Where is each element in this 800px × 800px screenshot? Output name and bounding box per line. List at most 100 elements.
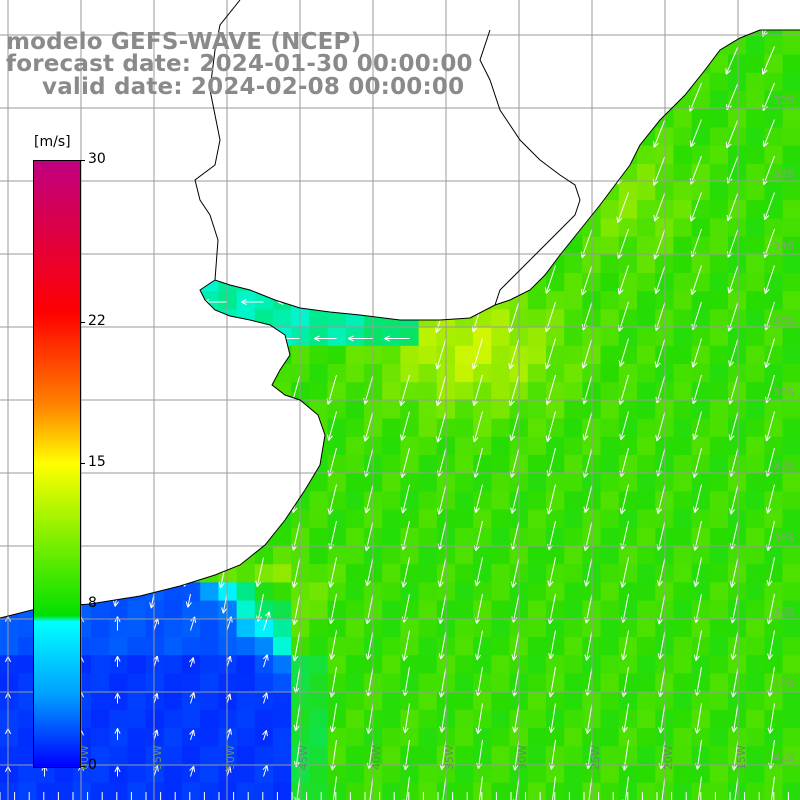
wind-arrow — [131, 335, 154, 342]
longitude-label: 25W — [589, 745, 602, 770]
speed-cell — [91, 0, 110, 19]
speed-cell — [728, 509, 747, 529]
speed-cell — [127, 364, 147, 383]
speed-cell — [546, 109, 565, 128]
speed-cell — [473, 291, 492, 310]
speed-cell — [400, 109, 420, 128]
speed-cell — [382, 182, 401, 201]
speed-cell — [163, 728, 183, 747]
speed-cell — [291, 145, 310, 165]
speed-cell — [18, 673, 37, 693]
speed-cell — [254, 327, 274, 347]
wind-arrow — [291, 557, 301, 588]
speed-cell — [637, 30, 656, 37]
wind-arrow — [350, 189, 373, 196]
wind-arrow — [239, 225, 264, 233]
speed-cell — [618, 546, 638, 565]
speed-cell — [746, 400, 765, 420]
longitude-label: 45W — [297, 745, 310, 770]
latitude-label: 39S — [773, 605, 794, 618]
speed-cell — [764, 200, 784, 219]
speed-cell — [127, 291, 147, 310]
speed-cell — [273, 618, 292, 638]
wind-arrow — [761, 46, 775, 75]
speed-cell — [709, 691, 729, 711]
wind-arrow — [579, 82, 593, 112]
speed-cell — [473, 764, 492, 784]
speed-cell — [782, 746, 800, 765]
speed-cell — [709, 782, 729, 800]
speed-cell — [637, 72, 656, 92]
speed-cell — [382, 200, 401, 219]
speed-cell — [345, 491, 365, 511]
wind-arrow — [511, 630, 520, 661]
speed-cell — [254, 109, 274, 128]
speed-cell — [127, 582, 147, 602]
speed-cell — [291, 309, 310, 329]
speed-cell — [600, 455, 620, 474]
speed-cell — [455, 546, 474, 565]
wind-arrow — [728, 411, 739, 441]
speed-cell — [600, 637, 620, 656]
speed-cell — [473, 254, 492, 274]
speed-cell — [673, 764, 693, 784]
speed-cell — [764, 382, 784, 401]
speed-cell — [691, 218, 711, 238]
speed-cell — [218, 600, 238, 620]
speed-cell — [473, 691, 492, 711]
speed-cell — [637, 509, 656, 529]
wind-arrow — [469, 30, 483, 38]
speed-cell — [400, 291, 420, 310]
wind-arrow — [0, 338, 8, 339]
speed-cell — [673, 273, 693, 292]
speed-cell — [163, 218, 183, 238]
wind-arrow — [329, 703, 337, 733]
speed-cell — [782, 345, 800, 365]
wind-arrow — [512, 776, 520, 800]
speed-cell — [218, 637, 238, 656]
speed-cell — [527, 30, 547, 37]
speed-cell — [709, 54, 729, 74]
speed-cell — [291, 400, 310, 420]
wind-arrow — [402, 703, 410, 734]
speed-cell — [345, 618, 365, 638]
speed-cell — [109, 764, 128, 784]
speed-cell — [109, 0, 128, 19]
wind-arrow — [312, 116, 337, 123]
speed-cell — [691, 673, 711, 693]
speed-cell — [200, 345, 219, 365]
wind-arrow — [131, 116, 154, 123]
wind-arrow — [292, 630, 301, 662]
speed-cell — [473, 163, 492, 183]
longitude-label: 30W — [516, 745, 529, 770]
speed-cell — [91, 600, 110, 620]
speed-cell — [182, 418, 201, 438]
speed-cell — [673, 728, 693, 747]
speed-cell — [746, 54, 765, 74]
speed-cell — [291, 200, 310, 219]
speed-cell — [527, 509, 547, 529]
wind-arrow — [145, 447, 155, 477]
speed-cell — [527, 527, 547, 547]
speed-cell — [236, 564, 256, 583]
speed-cell — [18, 91, 37, 110]
speed-cell — [273, 0, 292, 19]
speed-cell — [782, 291, 800, 310]
speed-cell — [764, 564, 784, 583]
speed-cell — [600, 673, 620, 693]
speed-cell — [309, 455, 329, 474]
speed-cell — [455, 0, 474, 19]
speed-cell — [709, 400, 729, 420]
speed-cell — [109, 400, 128, 420]
speed-cell — [746, 655, 765, 674]
speed-cell — [382, 564, 401, 583]
speed-cell — [728, 618, 747, 638]
wind-arrow — [691, 338, 702, 368]
speed-cell — [382, 109, 401, 128]
speed-cell — [473, 273, 492, 292]
speed-cell — [182, 491, 201, 511]
speed-cell — [400, 382, 420, 401]
wind-arrow — [506, 46, 520, 74]
speed-cell — [673, 491, 693, 511]
speed-cell — [273, 637, 292, 656]
